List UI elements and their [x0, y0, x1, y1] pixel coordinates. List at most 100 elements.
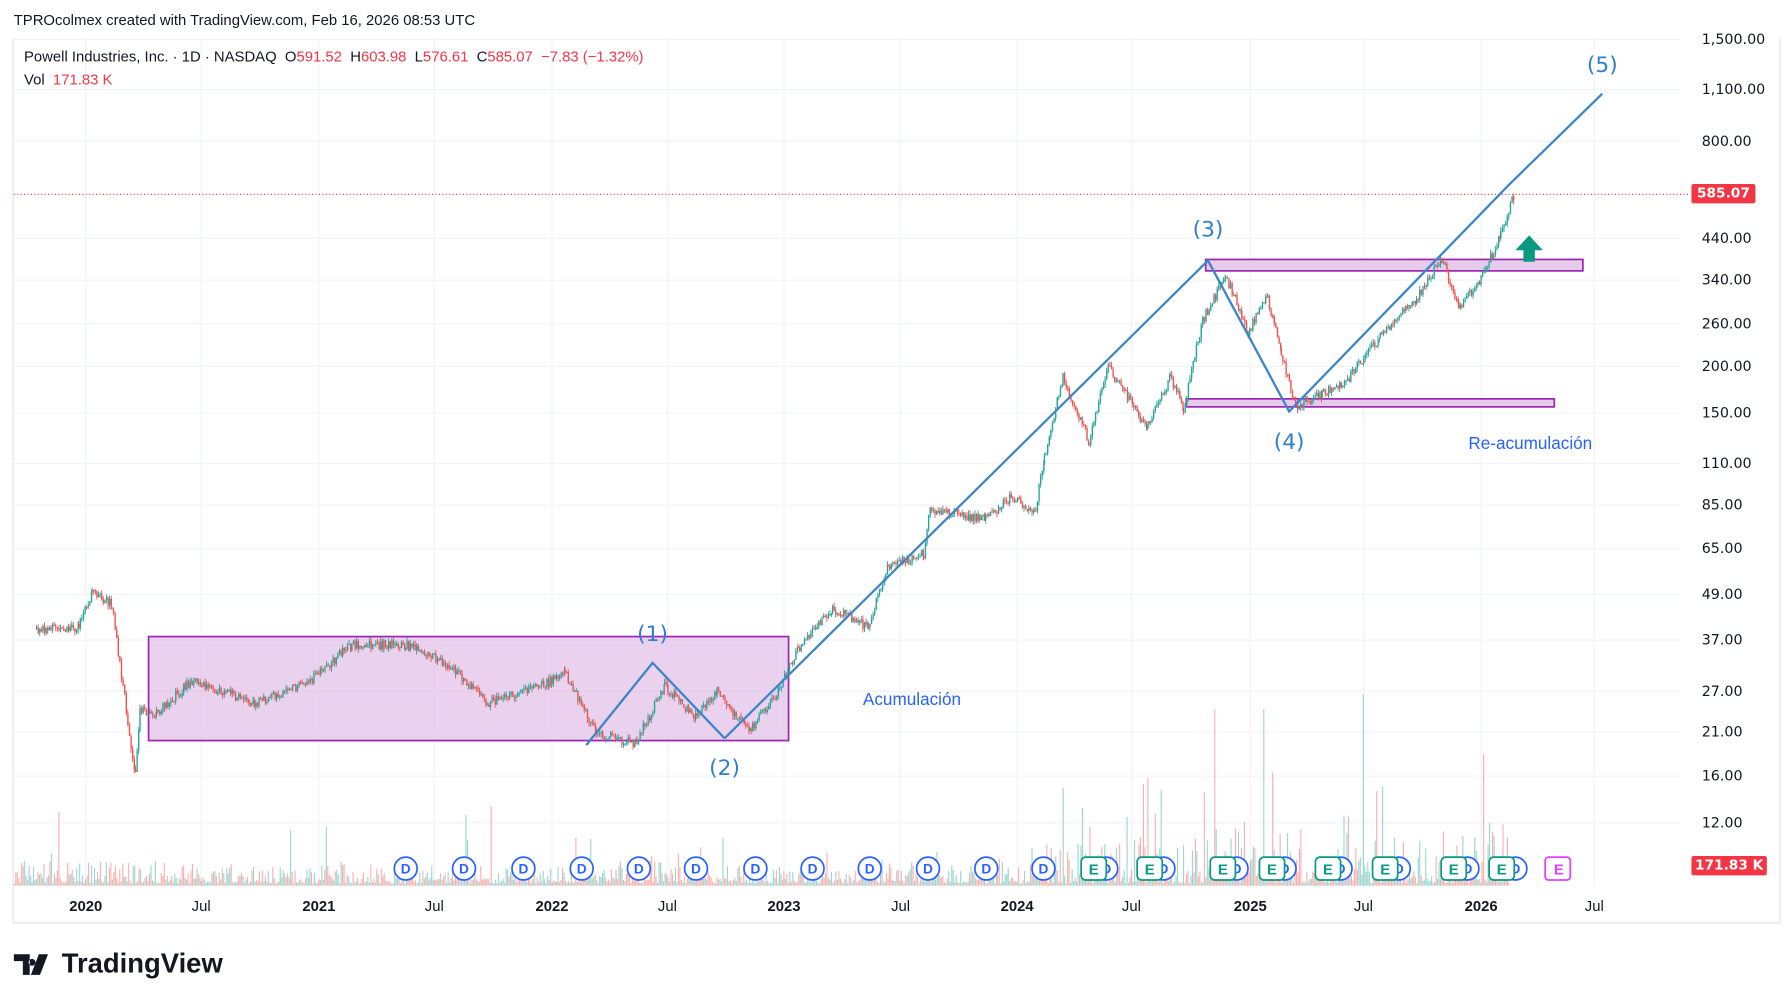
impulse-trendline[interactable] — [723, 92, 1604, 740]
candle-body — [819, 621, 822, 626]
candle-body — [346, 644, 349, 651]
candle-body — [99, 593, 101, 595]
volume-bar — [226, 867, 228, 886]
candle-body — [1115, 380, 1118, 382]
volume-bar — [13, 883, 15, 886]
candle-body — [444, 662, 447, 667]
candle-body — [897, 561, 899, 565]
chart-pane[interactable] — [12, 37, 1781, 924]
candle-body — [1444, 263, 1447, 266]
volume-bar — [154, 860, 156, 886]
volume-bar — [1016, 881, 1018, 886]
candle-body — [1478, 282, 1481, 285]
earnings-marker[interactable] — [1440, 856, 1468, 881]
volume-bar — [1350, 875, 1352, 886]
volume-bar — [197, 874, 200, 886]
candle-body — [1316, 392, 1318, 396]
volume-bar — [707, 872, 709, 886]
earnings-marker[interactable] — [1258, 856, 1286, 881]
candle-body — [1125, 390, 1127, 392]
volume-bar — [893, 880, 895, 886]
volume-bar — [697, 880, 699, 886]
symbol-title[interactable]: Powell Industries, Inc. · 1D · NASDAQ — [23, 47, 277, 66]
candle-body — [132, 748, 134, 760]
dividend-marker[interactable] — [743, 856, 768, 881]
wave-5-label[interactable]: (5) — [1586, 52, 1618, 78]
dividend-marker[interactable] — [857, 856, 882, 881]
volume-bar — [178, 877, 180, 886]
candle-body — [1190, 369, 1193, 379]
candle-body — [1043, 463, 1045, 472]
candle-body — [274, 692, 276, 700]
volume-bar — [579, 881, 581, 886]
volume-bar — [930, 881, 932, 886]
dividend-marker[interactable] — [569, 856, 594, 881]
resistance-zone[interactable] — [1204, 258, 1584, 272]
dividend-marker[interactable] — [511, 856, 536, 881]
dividend-marker[interactable] — [683, 856, 709, 881]
candle-body — [1123, 389, 1126, 391]
wave-2-label[interactable]: (2) — [709, 755, 740, 781]
volume-bar — [199, 878, 201, 886]
dividend-marker[interactable] — [973, 856, 999, 881]
price-tick-label: 440.00 — [1702, 231, 1752, 247]
candle-body — [811, 628, 814, 634]
candle-body — [575, 690, 578, 692]
volume-bar — [379, 883, 381, 886]
candle-body — [636, 739, 638, 745]
candle-body — [176, 690, 179, 694]
candle-body — [309, 678, 311, 683]
dividend-marker[interactable] — [915, 856, 941, 881]
dividend-marker[interactable] — [800, 856, 825, 881]
volume-bar — [581, 877, 583, 886]
volume-bar — [1053, 863, 1055, 886]
volume-bar — [190, 870, 192, 886]
earnings-marker[interactable] — [1314, 856, 1342, 881]
wave-3-label[interactable]: (3) — [1192, 217, 1224, 243]
volume-bar — [606, 881, 608, 886]
candle-body — [1494, 249, 1497, 255]
candle-body — [396, 643, 398, 646]
candle-body — [693, 717, 695, 720]
earnings-marker[interactable] — [1136, 856, 1164, 881]
candle-body — [51, 624, 54, 630]
candle-body — [598, 733, 601, 735]
dividend-marker[interactable] — [1031, 856, 1056, 881]
volume-bar — [74, 881, 76, 886]
candle-body — [170, 700, 172, 703]
dividend-marker[interactable] — [626, 856, 652, 881]
volume-bar — [328, 874, 330, 886]
candle-body — [299, 682, 302, 684]
earnings-marker[interactable] — [1080, 856, 1108, 881]
earnings-marker[interactable] — [1209, 856, 1237, 881]
volume-bar — [704, 877, 706, 886]
candle-body — [733, 711, 736, 717]
volume-bar — [1367, 862, 1369, 886]
support-zone[interactable] — [1185, 397, 1556, 408]
dividend-marker[interactable] — [451, 856, 477, 881]
candle-body — [194, 678, 197, 681]
volume-bar — [236, 880, 238, 886]
candle-body — [1202, 317, 1204, 326]
dividend-marker[interactable] — [393, 856, 418, 881]
wave-1-2-line[interactable] — [585, 661, 726, 746]
wave-1-label[interactable]: (1) — [637, 621, 668, 647]
volume-bar — [970, 866, 972, 886]
tradingview-logo[interactable]: TradingView — [13, 949, 223, 981]
volume-bar — [997, 874, 999, 886]
volume-bar — [443, 876, 445, 886]
reaccumulation-label[interactable]: Re-acumulación — [1468, 434, 1593, 454]
volume-bar — [304, 878, 307, 886]
candle-body — [1117, 380, 1119, 382]
upcoming-earnings-marker[interactable] — [1544, 856, 1572, 881]
candle-body — [1364, 354, 1366, 360]
accumulation-label[interactable]: Acumulación — [862, 690, 962, 710]
candle-body — [815, 627, 817, 630]
volume-bar — [701, 873, 703, 886]
volume-bar — [622, 880, 624, 886]
wave-4-label[interactable]: (4) — [1273, 429, 1305, 455]
earnings-marker[interactable] — [1488, 856, 1516, 881]
volume-bar — [429, 877, 431, 886]
earnings-marker[interactable] — [1371, 856, 1399, 881]
